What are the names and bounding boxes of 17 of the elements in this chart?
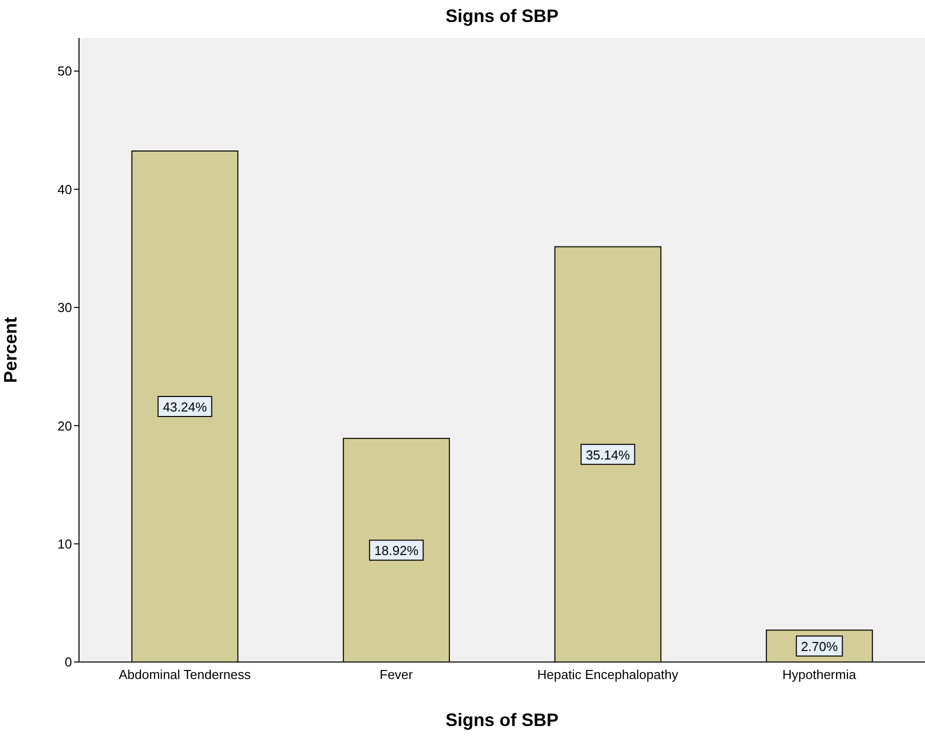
y-tick-label: 50 (58, 64, 72, 79)
x-tick-label: Hypothermia (782, 667, 857, 682)
chart-title: Signs of SBP (444, 6, 560, 27)
x-axis-title: Signs of SBP (445, 710, 559, 730)
data-label: 35.14% (586, 447, 630, 462)
x-tick-label: Fever (380, 667, 414, 682)
data-label: 18.92% (374, 543, 419, 558)
data-label: 2.70% (800, 639, 838, 654)
y-axis-title: Percent (0, 316, 20, 384)
y-tick-label: 10 (58, 536, 72, 552)
y-tick-label: 40 (58, 182, 72, 197)
y-tick-label: 30 (58, 300, 72, 316)
y-tick-label: 0 (64, 654, 72, 670)
x-tick-label: Abdominal Tenderness (118, 667, 252, 682)
data-label: 43.24% (162, 399, 208, 414)
x-tick-label: Hepatic Encephalopathy (537, 667, 679, 682)
y-tick-label: 20 (58, 418, 72, 434)
